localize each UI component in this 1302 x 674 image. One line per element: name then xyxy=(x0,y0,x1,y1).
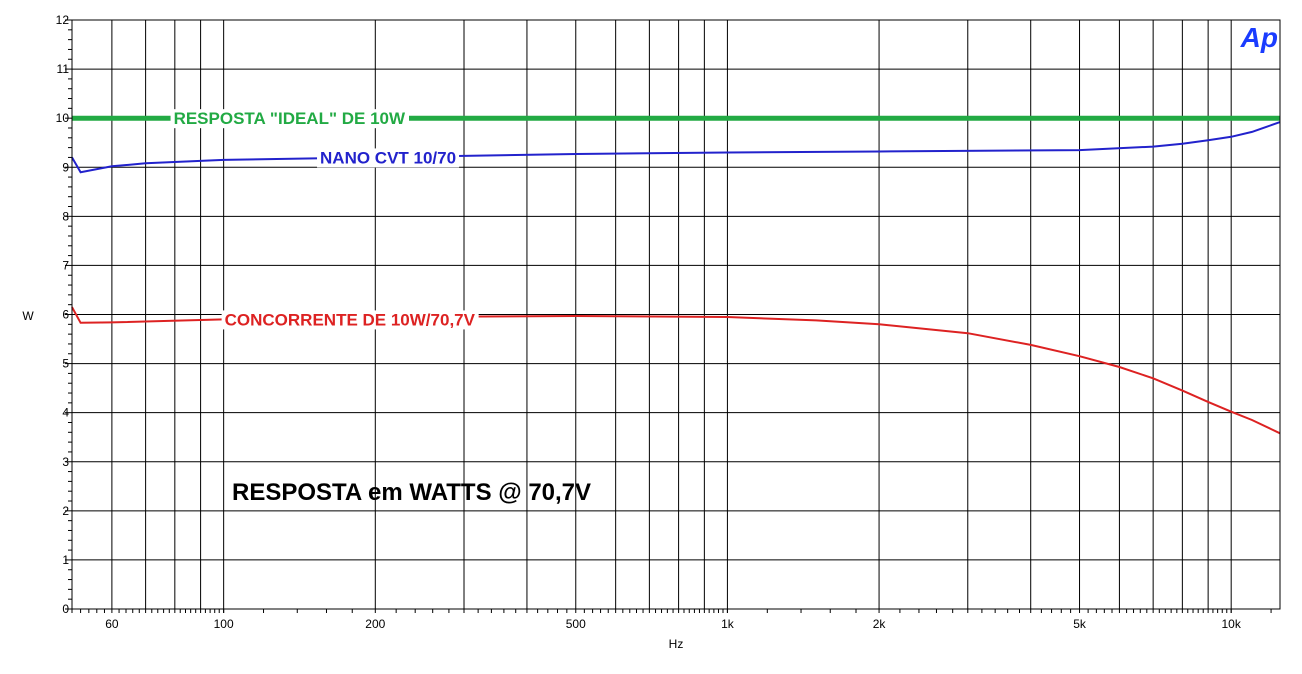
series-label-0: RESPOSTA "IDEAL" DE 10W xyxy=(174,109,406,128)
x-tick-label: 1k xyxy=(721,617,735,631)
x-tick-label: 2k xyxy=(873,617,887,631)
x-tick-label: 500 xyxy=(566,617,586,631)
y-tick-label: 4 xyxy=(62,406,69,420)
y-tick-label: 10 xyxy=(56,111,70,125)
x-tick-label: 60 xyxy=(105,617,119,631)
series-labels: RESPOSTA "IDEAL" DE 10W NANO CVT 10/70 CON… xyxy=(170,109,479,330)
ap-logo: Ap xyxy=(1240,22,1278,53)
series-label-1: NANO CVT 10/70 xyxy=(320,148,456,167)
y-axis-title: W xyxy=(22,309,34,323)
x-tick-label: 5k xyxy=(1073,617,1087,631)
y-tick-label: 2 xyxy=(62,504,69,518)
x-axis-title: Hz xyxy=(669,637,684,651)
x-tick-label: 10k xyxy=(1222,617,1242,631)
y-tick-label: 8 xyxy=(62,209,69,223)
y-tick-label: 11 xyxy=(57,62,70,76)
y-tick-label: 12 xyxy=(56,13,70,27)
y-tick-label: 1 xyxy=(62,553,69,567)
chart-annotation: RESPOSTA em WATTS @ 70,7V xyxy=(232,479,591,506)
y-tick-label: 0 xyxy=(62,602,69,616)
series-label-background xyxy=(221,310,479,330)
x-tick-label: 100 xyxy=(214,617,234,631)
series-label-2: CONCORRENTE DE 10W/70,7V xyxy=(225,310,476,329)
y-tick-label: 6 xyxy=(62,308,69,322)
y-tick-label: 7 xyxy=(62,258,69,272)
plot-frame xyxy=(71,19,1281,610)
y-tick-label: 9 xyxy=(62,160,69,174)
series-label-background xyxy=(317,148,460,168)
x-tick-label: 200 xyxy=(365,617,385,631)
series-label-background xyxy=(170,109,410,129)
series-line-1 xyxy=(71,121,1281,174)
y-tick-label: 5 xyxy=(62,357,69,371)
y-tick-label: 3 xyxy=(62,455,69,469)
